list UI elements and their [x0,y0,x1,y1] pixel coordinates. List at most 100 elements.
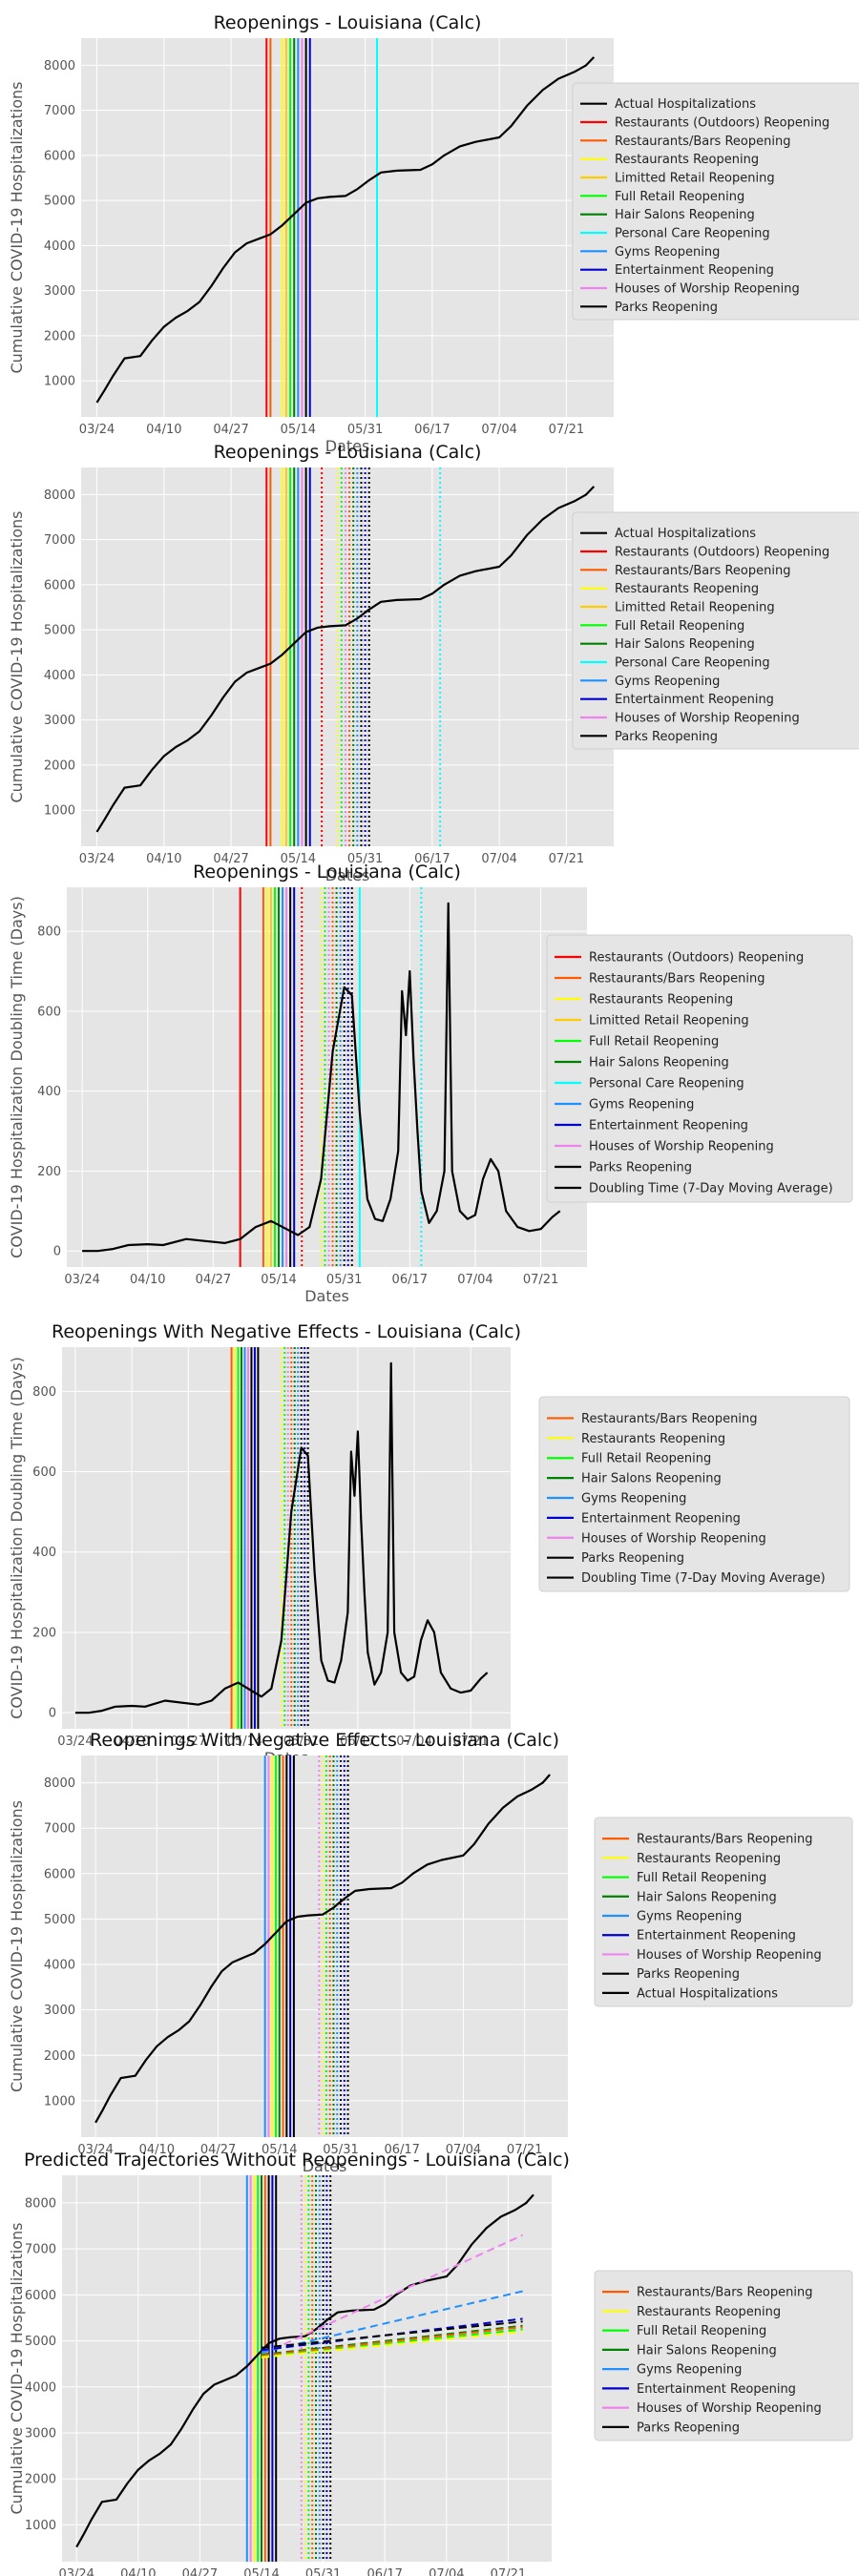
legend-label: Entertainment Reopening [637,2382,796,2397]
legend-label: Houses of Worship Reopening [589,1140,774,1154]
legend-label: Restaurants/Bars Reopening [581,1412,757,1426]
legend: Restaurants (Outdoors) Reopening Restaura… [546,934,853,1203]
legend-label: Restaurants (Outdoors) Reopening [589,951,804,966]
y-tick-label: 6000 [25,2289,56,2303]
legend-label: Houses of Worship Reopening [615,712,800,726]
plot-area [62,1347,511,1729]
y-tick-label: 3000 [44,714,75,728]
y-tick-label: 400 [32,1546,56,1560]
y-tick-label: 1000 [44,375,75,389]
y-tick-label: 800 [32,1385,56,1400]
x-tick-label: 05/14 [281,852,316,866]
legend-label: Gyms Reopening [581,1492,686,1506]
series-parks-reopening [261,2320,523,2349]
chart-panel-2: Reopenings - Louisiana (Calc) 03/24 04/10 0… [8,442,859,884]
x-tick-label: 05/31 [347,852,383,866]
x-tick-label: 04/27 [200,2143,236,2157]
y-tick-label: 8000 [25,2196,56,2211]
legend-label: Hair Salons Reopening [581,1472,722,1486]
legend-label: Limitted Retail Reopening [615,601,775,615]
legend: Actual Hospitalizations Restaurants (Outd… [572,82,859,321]
x-tick-label: 04/10 [114,1735,149,1749]
reopening-lines [239,887,423,1267]
reopening-lines [263,1755,349,2137]
y-tick-label: 8000 [44,59,75,73]
y-tick-label: 2000 [25,2473,56,2487]
chart-panel-4: Reopenings With Negative Effects - Louis… [8,1321,850,1767]
legend-label: Full Retail Reopening [589,1035,719,1049]
x-tick-label: 04/10 [139,2143,175,2157]
y-tick-label: 4000 [44,239,75,254]
legend-label: Actual Hospitalizations [615,527,756,541]
legend-label: Restaurants Reopening [637,1852,781,1866]
series-restaurants-reopening [261,2330,523,2358]
y-tick-label: 2000 [44,329,75,343]
y-axis-label: Cumulative COVID-19 Hospitalizations [8,510,26,802]
series-actual-hospitalizations [75,2193,534,2548]
legend-label: Restaurants (Outdoors) Reopening [615,116,829,131]
y-tick-label: 1000 [25,2519,56,2533]
x-tick-label: 03/24 [77,2143,113,2157]
y-tick-label: 6000 [44,1867,75,1881]
series-actual-hospitalizations [94,1774,551,2124]
legend-label: Restaurants/Bars Reopening [637,2286,812,2300]
legend-label: Parks Reopening [615,730,718,744]
x-tick-label: 07/21 [491,2567,526,2576]
legend-label: Full Retail Reopening [581,1452,711,1466]
series-restaurants-bars-reopening [261,2326,523,2357]
x-tick-label: 07/04 [396,1735,431,1749]
chart-title: Reopenings With Negative Effects - Louis… [90,1730,559,1751]
series-actual-hospitalizations [95,486,596,833]
legend-label: Gyms Reopening [615,245,720,260]
legend-label: Hair Salons Reopening [615,208,755,222]
legend-box [538,1396,850,1592]
x-axis-label: Dates [325,437,370,455]
legend-label: Houses of Worship Reopening [581,1531,766,1546]
plot-area [62,2175,552,2562]
chart-title: Reopenings With Negative Effects - Louis… [52,1321,521,1342]
legend-label: Personal Care Reopening [615,656,770,671]
x-tick-label: 05/14 [261,1273,296,1287]
y-tick-label: 8000 [44,1776,75,1791]
x-tick-label: 03/24 [79,852,115,866]
legend-box [572,82,859,321]
y-axis-label: COVID-19 Hospitalization Doubling Time (… [8,896,26,1258]
x-tick-label: 07/21 [452,1735,488,1749]
x-tick-label: 04/27 [196,1273,231,1287]
plot-area [81,467,614,846]
x-tick-label: 07/21 [523,1273,558,1287]
y-tick-label: 6000 [44,578,75,592]
x-tick-label: 05/31 [347,423,383,437]
series-actual-hospitalizations [95,56,596,404]
legend-label: Restaurants/Bars Reopening [615,564,790,578]
y-tick-label: 800 [37,925,61,940]
legend-label: Personal Care Reopening [589,1077,744,1091]
legend-label: Restaurants/Bars Reopening [637,1833,812,1847]
legend-label: Entertainment Reopening [637,1929,796,1943]
y-tick-label: 6000 [44,149,75,163]
series-doubling-time-7-day-moving-average [74,1361,489,1714]
x-tick-label: 05/14 [262,2143,297,2157]
x-tick-label: 07/21 [549,852,584,866]
y-tick-label: 7000 [44,533,75,548]
x-tick-label: 04/27 [182,2567,218,2576]
x-tick-label: 07/21 [507,2143,542,2157]
chart-panel-3: Reopenings - Louisiana (Calc) 03/24 04/10 0… [8,862,853,1305]
x-tick-label: 04/10 [146,852,181,866]
legend-label: Doubling Time (7-Day Moving Average) [581,1571,826,1586]
y-tick-label: 4000 [44,669,75,683]
x-tick-label: 04/10 [130,1273,165,1287]
x-tick-label: 06/17 [367,2567,402,2576]
legend-label: Hair Salons Reopening [637,1890,777,1904]
y-tick-label: 200 [32,1626,56,1640]
legend-box [546,934,853,1203]
legend: Actual Hospitalizations Restaurants (Outd… [572,511,859,750]
legend-label: Full Retail Reopening [615,619,744,634]
legend-label: Parks Reopening [637,1967,740,1982]
x-tick-label: 06/17 [384,2143,419,2157]
x-tick-label: 03/24 [64,1273,99,1287]
x-tick-label: 07/04 [429,2567,464,2576]
y-tick-label: 7000 [25,2243,56,2257]
legend-label: Restaurants (Outdoors) Reopening [615,546,829,560]
